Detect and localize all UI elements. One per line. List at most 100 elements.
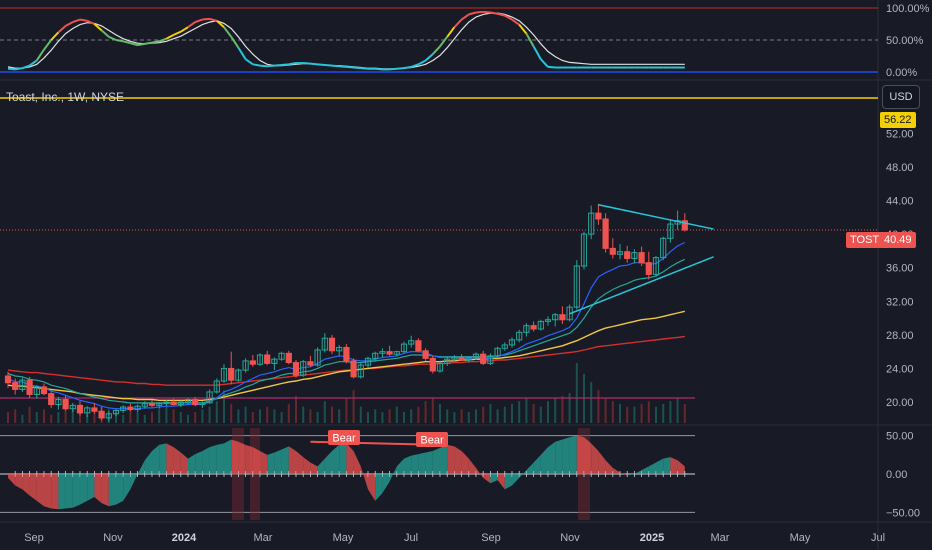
candle-body — [444, 358, 451, 364]
volume-bar — [143, 414, 146, 423]
candle-body — [544, 319, 552, 322]
candle-body — [616, 251, 624, 255]
volume-bar — [467, 412, 470, 423]
stoch-k-segment — [93, 23, 103, 32]
volume-bar — [532, 403, 535, 423]
time-axis-tick: Jul — [871, 532, 885, 544]
osc-area-segment — [44, 474, 52, 509]
volume-bar — [57, 412, 60, 423]
bear-label-box — [416, 432, 448, 447]
volume-bar — [683, 403, 686, 423]
trendline-upper — [598, 203, 714, 230]
stoch-k-segment — [43, 39, 53, 51]
time-axis-tick: May — [333, 532, 354, 544]
osc-area-segment — [490, 474, 498, 484]
volume-bar — [345, 398, 348, 423]
candle-body — [573, 265, 580, 308]
candle-body — [184, 398, 192, 403]
volume-bar — [604, 398, 607, 423]
stoch-k-segment — [446, 26, 456, 38]
osc-area-segment — [123, 474, 131, 501]
ticker-tag: TOST — [846, 232, 884, 248]
osc-area-segment — [29, 474, 37, 501]
stoch-k-segment — [165, 33, 175, 40]
candle-body — [609, 247, 616, 255]
stoch-k-segment — [511, 18, 520, 26]
osc-area-segment — [339, 443, 347, 474]
volume-bar — [115, 412, 117, 423]
osc-area-segment — [267, 452, 275, 474]
osc-area-segment — [404, 455, 412, 474]
candle-body — [156, 403, 163, 406]
volume-bar — [43, 409, 45, 423]
stoch-k-segment — [100, 29, 110, 38]
osc-area-segment — [58, 474, 66, 510]
volume-bar — [151, 412, 153, 423]
candle-body — [429, 357, 436, 372]
stoch-k-segment — [252, 63, 261, 67]
osc-area-segment — [440, 444, 448, 474]
stoch-k-segment — [86, 19, 95, 25]
osc-area-segment — [670, 457, 678, 474]
candle-body — [148, 403, 156, 406]
candle-body — [127, 406, 134, 411]
stoch-k-segment — [259, 64, 268, 68]
osc-area-segment — [584, 437, 592, 474]
candle-body — [357, 364, 364, 378]
candle-body — [336, 346, 343, 352]
osc-area-segment — [274, 449, 282, 474]
volume-bar — [287, 403, 290, 423]
stoch-k-segment — [108, 35, 117, 41]
stoch-axis-tick: 0.00% — [886, 67, 917, 79]
volume-bar — [187, 414, 189, 423]
candle-body — [386, 351, 393, 355]
candle-body — [307, 361, 314, 366]
volume-bar — [352, 390, 355, 423]
candle-body — [134, 405, 141, 411]
volume-bar — [194, 412, 197, 423]
osc-area-segment — [605, 460, 613, 474]
osc-area-segment — [461, 451, 469, 474]
time-axis-tick: Mar — [254, 532, 273, 544]
osc-area-segment — [15, 474, 23, 490]
candle-body — [4, 375, 12, 384]
stoch-k-segment — [22, 64, 30, 70]
stoch-k-segment — [173, 30, 182, 36]
currency-button[interactable]: USD — [882, 85, 920, 109]
volume-bar — [259, 409, 261, 423]
volume-bar — [619, 403, 621, 423]
osc-area-segment — [648, 462, 656, 474]
candle-body — [422, 350, 429, 359]
stoch-k-segment — [151, 40, 160, 44]
stoch-k-segment — [540, 58, 549, 68]
candle-body — [415, 340, 422, 352]
stoch-k-segment — [187, 21, 196, 29]
stoch-k-segment — [497, 12, 506, 17]
volume-bar — [230, 403, 233, 423]
osc-area-segment — [296, 451, 304, 474]
candle-body — [12, 382, 19, 390]
volume-bar — [71, 409, 74, 423]
candle-body — [393, 351, 400, 355]
osc-area-segment — [569, 435, 577, 474]
stoch-k-segment — [245, 58, 254, 66]
osc-area-segment — [620, 472, 628, 476]
stoch-k-segment — [389, 67, 397, 71]
osc-area-segment — [116, 474, 124, 505]
candle-body — [170, 401, 177, 406]
osc-area-segment — [425, 451, 433, 474]
osc-area-segment — [130, 474, 138, 490]
volume-bar — [323, 401, 326, 423]
volume-bar — [223, 390, 225, 423]
candle-body — [343, 346, 350, 362]
stoch-k-segment — [267, 64, 275, 68]
stoch-k-segment — [453, 18, 463, 28]
candle-body — [249, 360, 256, 365]
osc-axis-tick: 50.00 — [886, 431, 914, 443]
candle-body — [163, 401, 170, 405]
candle-body — [588, 212, 595, 235]
price-axis-tick: 24.00 — [886, 363, 914, 375]
time-axis-tick: May — [790, 532, 811, 544]
osc-area-segment — [533, 454, 541, 474]
osc-area-segment — [389, 466, 397, 482]
